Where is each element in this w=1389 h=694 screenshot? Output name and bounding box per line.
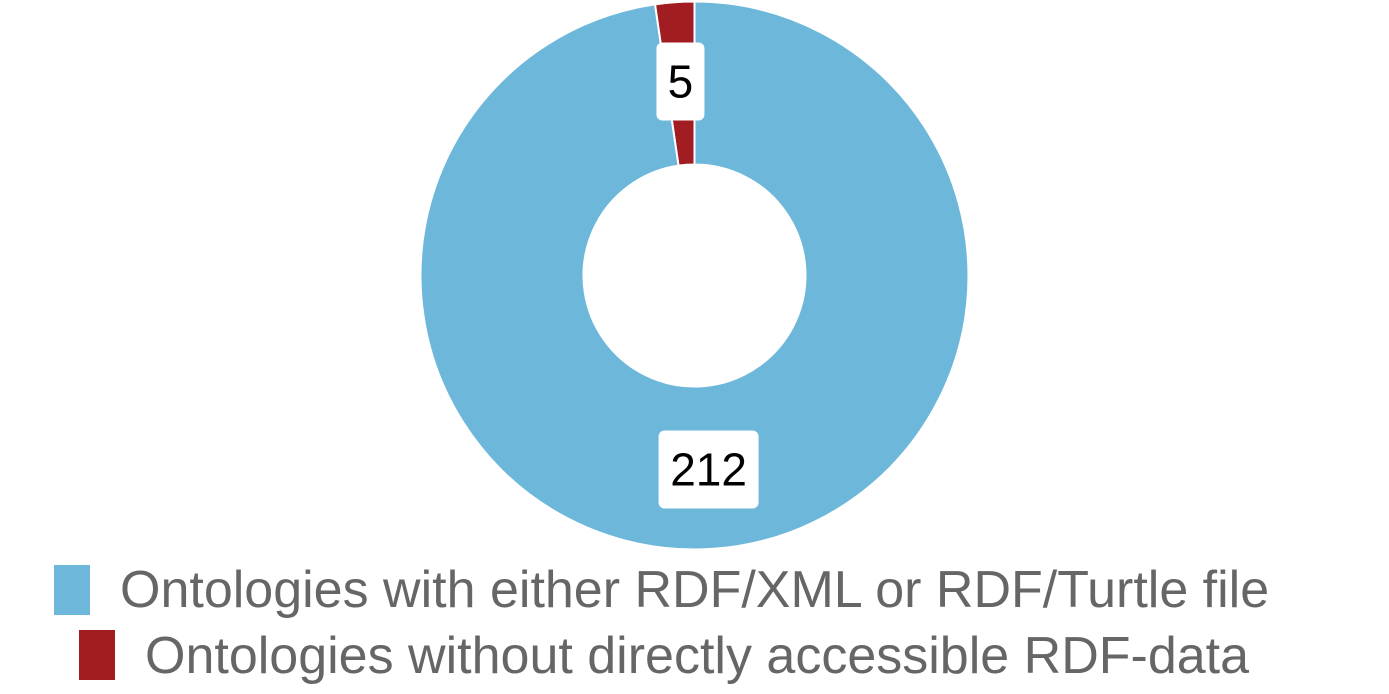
legend-swatch-rdf-available	[54, 565, 90, 615]
data-label-1: 212	[658, 430, 759, 509]
data-label-box	[656, 42, 705, 121]
legend-swatch-no-rdf	[79, 630, 115, 680]
data-label-value: 5	[668, 56, 694, 108]
chart-legend: Ontologies with either RDF/XML or RDF/Tu…	[54, 561, 1269, 685]
legend-label-no-rdf: Ontologies without directly accessible R…	[145, 627, 1249, 685]
data-label-value: 212	[670, 443, 747, 495]
donut-slice-1	[419, 0, 970, 551]
data-labels: 5 212	[656, 42, 759, 509]
legend-label-rdf-available: Ontologies with either RDF/XML or RDF/Tu…	[120, 561, 1269, 619]
data-label-box	[658, 430, 759, 509]
data-label-0: 5	[656, 42, 705, 121]
